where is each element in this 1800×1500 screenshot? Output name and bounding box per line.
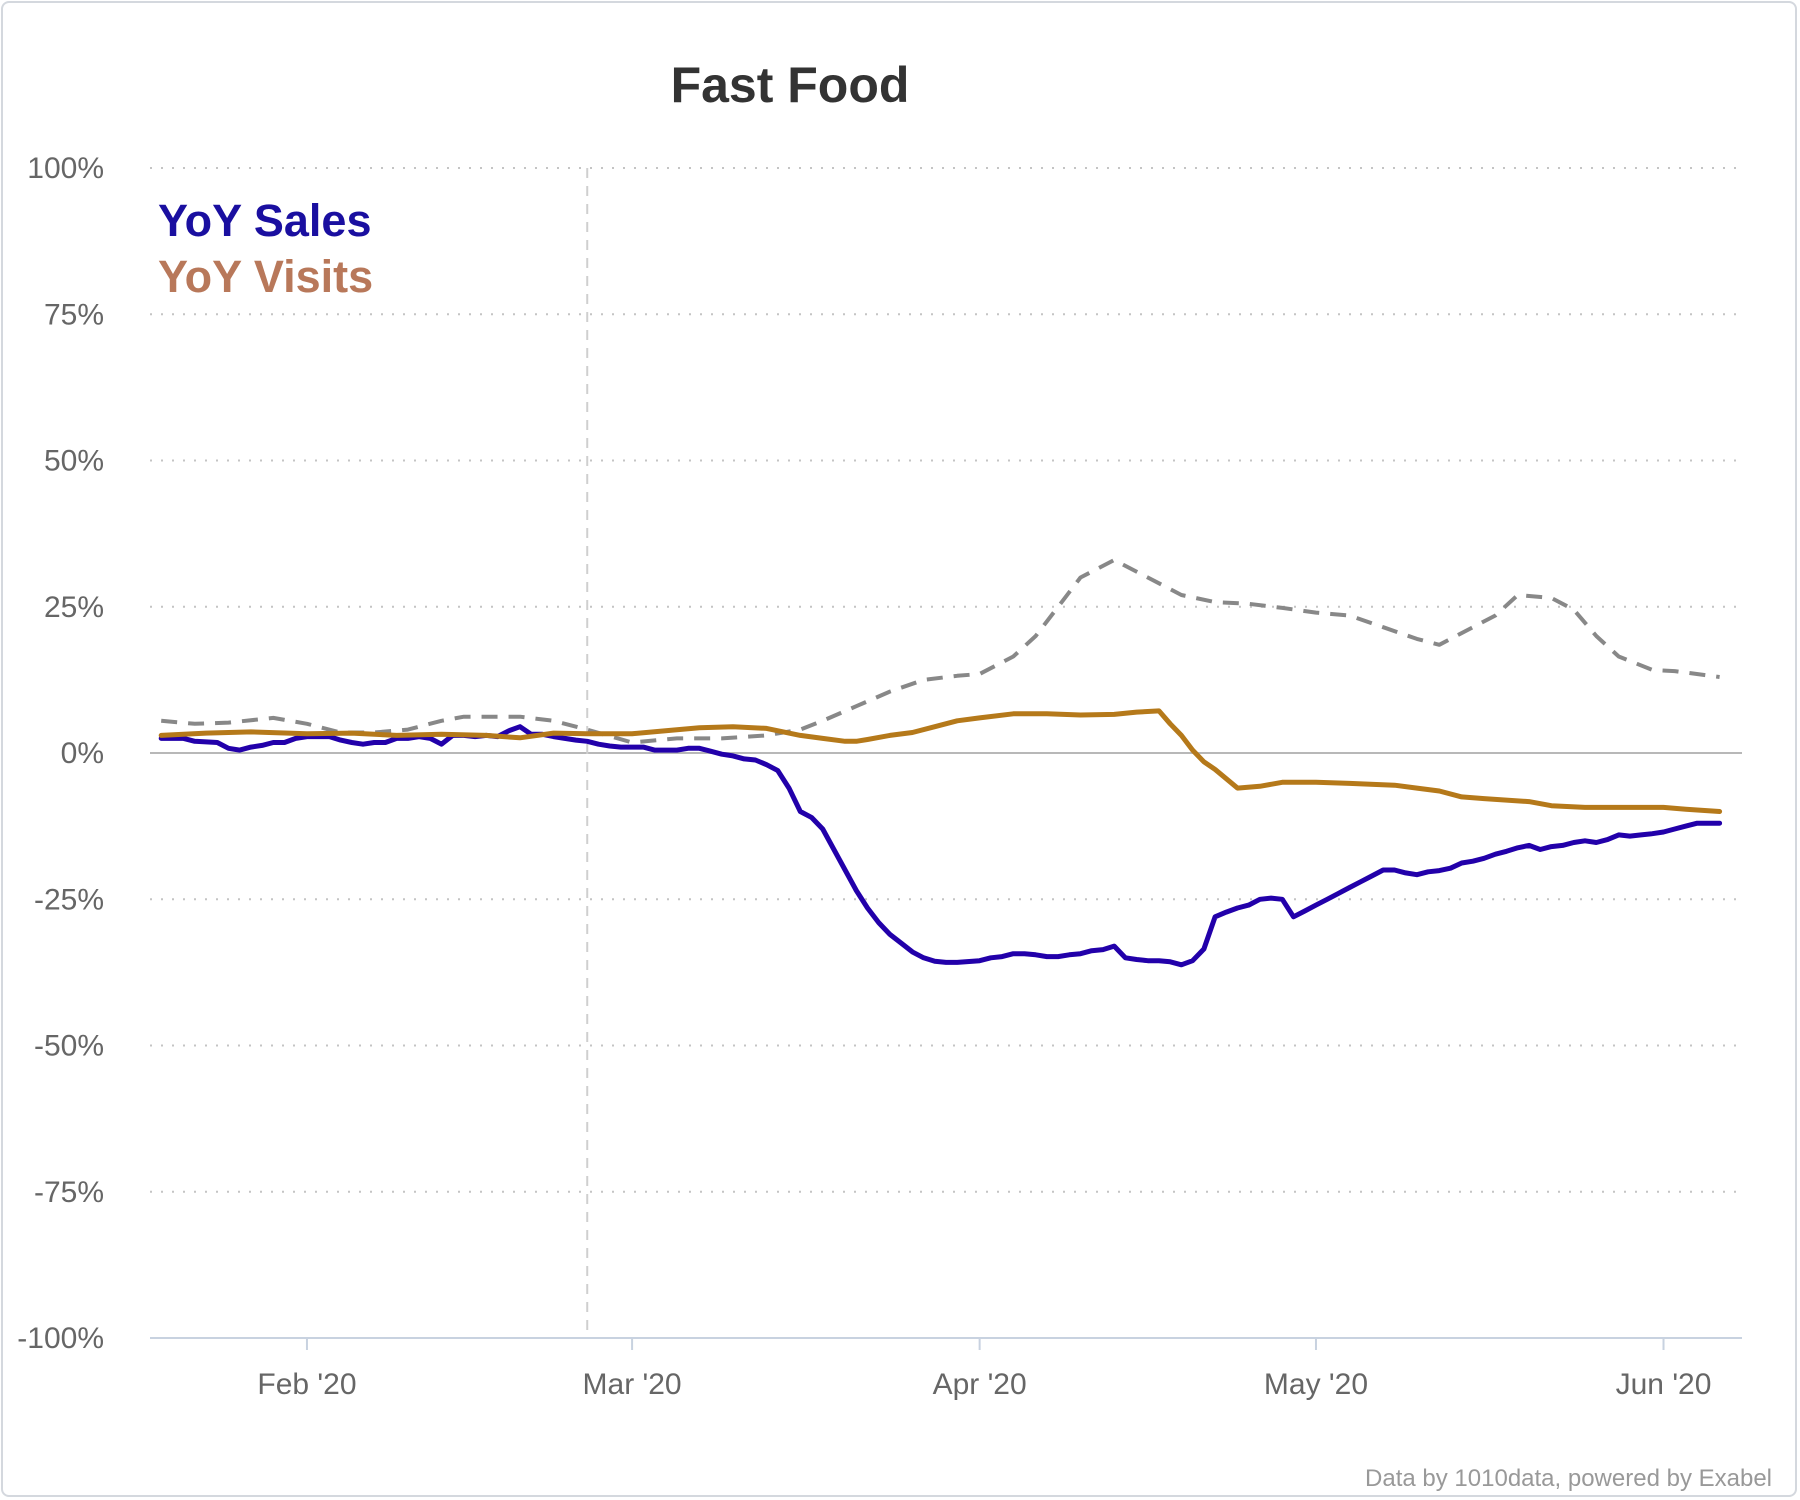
series-lines bbox=[158, 558, 1723, 968]
series-line-yoy-visits bbox=[158, 708, 1723, 814]
x-tick-label: May '20 bbox=[1264, 1368, 1368, 1401]
chart-title: Fast Food bbox=[671, 57, 910, 113]
data-credit: Data by 1010data, powered by Exabel bbox=[1365, 1465, 1772, 1492]
y-tick-label: -100% bbox=[17, 1322, 104, 1355]
gridlines bbox=[150, 167, 1742, 1338]
axes: 100% 75% 50% 25% 0% -25% -50% -75% -100% Feb '20 M… bbox=[17, 152, 1742, 1401]
y-tick-label: 100% bbox=[27, 152, 104, 185]
series-line-dashed bbox=[161, 558, 1720, 745]
x-tick-label: Feb '20 bbox=[257, 1368, 356, 1401]
y-tick-label: 75% bbox=[44, 298, 104, 331]
x-tick-label: Apr '20 bbox=[933, 1368, 1027, 1401]
series-line-yoy-sales bbox=[158, 724, 1723, 968]
legend-entry-yoy-visits: YoY Visits bbox=[158, 251, 373, 302]
legend: YoY Sales YoY Visits bbox=[158, 195, 373, 302]
y-tick-label: 0% bbox=[61, 737, 104, 770]
x-tick-label: Mar '20 bbox=[583, 1368, 682, 1401]
x-tick-label: Jun '20 bbox=[1616, 1368, 1712, 1401]
y-tick-label: 25% bbox=[44, 591, 104, 624]
y-tick-label: -75% bbox=[34, 1176, 104, 1209]
y-tick-label: -25% bbox=[34, 883, 104, 916]
y-tick-label: -50% bbox=[34, 1030, 104, 1063]
y-tick-label: 50% bbox=[44, 445, 104, 478]
legend-entry-yoy-sales: YoY Sales bbox=[158, 195, 371, 246]
